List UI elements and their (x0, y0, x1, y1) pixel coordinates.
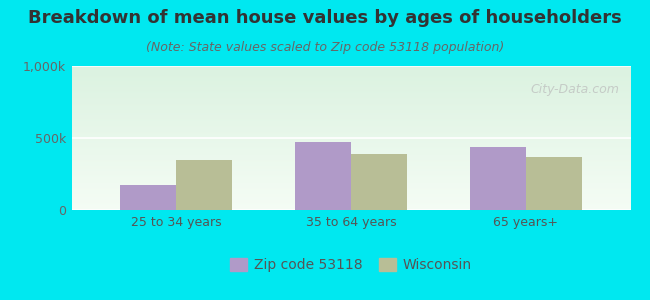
Bar (295, 142, 351, 210)
Text: (Note: State values scaled to Zip code 53118 population): (Note: State values scaled to Zip code 5… (146, 40, 504, 53)
Bar (176, 160, 232, 210)
Bar (351, 154, 407, 210)
Text: City-Data.com: City-Data.com (530, 83, 619, 96)
Bar (120, 185, 176, 210)
Text: Breakdown of mean house values by ages of householders: Breakdown of mean house values by ages o… (28, 9, 622, 27)
Legend: Zip code 53118, Wisconsin: Zip code 53118, Wisconsin (225, 253, 477, 278)
Bar (526, 157, 582, 210)
Bar (470, 147, 526, 210)
